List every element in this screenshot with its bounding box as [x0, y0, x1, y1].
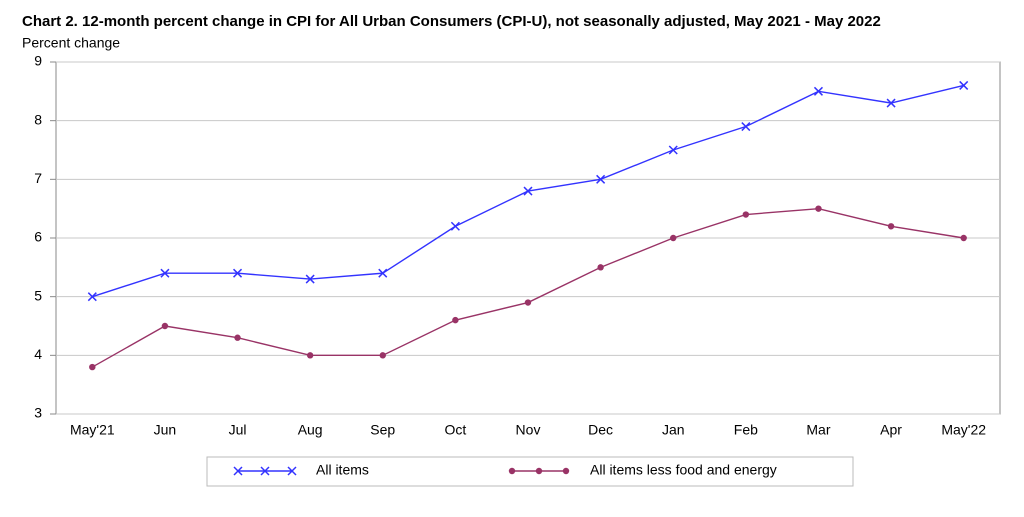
data-marker [886, 98, 896, 108]
data-marker [305, 274, 315, 284]
data-marker [306, 352, 314, 359]
x-tick-label: May'22 [941, 422, 986, 438]
x-tick-label: Jul [229, 422, 247, 438]
data-marker [233, 466, 243, 476]
data-marker [887, 223, 895, 230]
data-marker [535, 467, 543, 475]
data-marker [452, 316, 459, 324]
y-tick-label: 3 [34, 405, 42, 421]
data-marker [160, 268, 170, 278]
data-marker [741, 122, 751, 132]
data-marker [233, 268, 243, 278]
legend-label: All items [316, 462, 369, 478]
data-marker [668, 145, 678, 155]
y-tick-label: 5 [34, 287, 42, 303]
data-marker [562, 467, 570, 475]
data-marker [597, 264, 604, 271]
x-tick-label: Dec [588, 422, 613, 438]
legend [206, 456, 854, 487]
legend-label: All items less food and energy [590, 462, 777, 478]
data-marker [260, 466, 270, 476]
data-marker [596, 174, 606, 184]
data-marker [742, 211, 750, 218]
data-marker [287, 466, 297, 476]
x-tick-label: Jun [154, 422, 177, 438]
chart-title: Chart 2. 12-month percent change in CPI … [22, 13, 881, 30]
data-marker [379, 352, 386, 359]
x-tick-label: Oct [444, 422, 466, 438]
x-tick-label: Aug [298, 422, 323, 438]
x-tick-label: Sep [370, 422, 395, 438]
y-tick-label: 7 [34, 170, 42, 186]
x-tick-label: Feb [734, 422, 758, 438]
y-tick-label: 9 [34, 53, 42, 69]
data-marker [960, 234, 967, 242]
y-tick-label: 6 [34, 229, 42, 245]
data-marker [234, 334, 241, 341]
data-marker [508, 467, 516, 475]
data-marker [87, 292, 97, 302]
data-marker [89, 363, 96, 371]
data-marker [161, 322, 169, 330]
data-marker [378, 268, 388, 278]
x-tick-label: Nov [516, 422, 541, 438]
data-marker [523, 186, 533, 196]
y-axis-label: Percent change [22, 35, 120, 51]
data-marker [815, 205, 822, 212]
data-marker [670, 234, 677, 242]
y-tick-label: 4 [34, 346, 42, 362]
data-marker [813, 86, 823, 96]
data-marker [524, 299, 532, 306]
x-tick-label: Apr [880, 422, 902, 438]
series-line [91, 207, 964, 368]
data-marker [450, 221, 460, 231]
x-tick-label: Jan [662, 422, 685, 438]
x-tick-label: Mar [806, 422, 830, 438]
x-tick-label: May'21 [70, 422, 115, 438]
data-marker [959, 80, 969, 90]
y-tick-label: 8 [34, 111, 42, 127]
